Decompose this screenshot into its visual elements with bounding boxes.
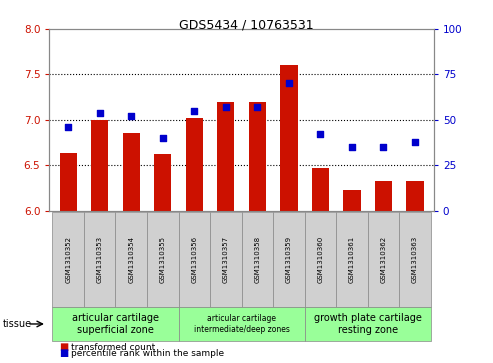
Bar <box>280 65 297 211</box>
Bar <box>217 102 235 211</box>
Text: GSM1310354: GSM1310354 <box>128 236 134 283</box>
Text: GSM1310352: GSM1310352 <box>65 236 71 283</box>
Point <box>96 110 104 115</box>
Text: GSM1310353: GSM1310353 <box>97 236 103 283</box>
Text: GDS5434 / 10763531: GDS5434 / 10763531 <box>179 19 314 32</box>
Bar <box>186 118 203 211</box>
Text: GSM1310358: GSM1310358 <box>254 236 260 283</box>
Text: growth plate cartilage
resting zone: growth plate cartilage resting zone <box>314 313 422 335</box>
Bar <box>406 182 423 211</box>
Bar <box>154 154 172 211</box>
Point <box>64 124 72 130</box>
Bar <box>248 102 266 211</box>
Text: GSM1310362: GSM1310362 <box>381 236 387 283</box>
Bar <box>343 189 360 211</box>
Point <box>222 104 230 110</box>
Point <box>317 131 324 137</box>
Text: ■: ■ <box>59 342 69 352</box>
Point <box>380 144 387 150</box>
Point <box>411 139 419 144</box>
Bar <box>123 133 140 211</box>
Point <box>348 144 356 150</box>
Point <box>253 104 261 110</box>
Text: tissue: tissue <box>2 319 32 329</box>
Text: GSM1310355: GSM1310355 <box>160 236 166 283</box>
Bar <box>60 153 77 211</box>
Text: GSM1310356: GSM1310356 <box>191 236 197 283</box>
Text: GSM1310357: GSM1310357 <box>223 236 229 283</box>
Text: ■: ■ <box>59 348 69 358</box>
Bar <box>375 180 392 211</box>
Text: GSM1310360: GSM1310360 <box>317 236 323 283</box>
Point <box>127 113 135 119</box>
Text: articular cartilage
superficial zone: articular cartilage superficial zone <box>72 313 159 335</box>
Text: GSM1310359: GSM1310359 <box>286 236 292 283</box>
Text: GSM1310363: GSM1310363 <box>412 236 418 283</box>
Bar <box>312 168 329 211</box>
Text: percentile rank within the sample: percentile rank within the sample <box>71 349 225 358</box>
Text: GSM1310361: GSM1310361 <box>349 236 355 283</box>
Text: articular cartilage
intermediate/deep zones: articular cartilage intermediate/deep zo… <box>194 314 289 334</box>
Text: transformed count: transformed count <box>71 343 156 352</box>
Bar <box>91 120 108 211</box>
Point <box>159 135 167 141</box>
Point <box>190 108 198 114</box>
Point <box>285 81 293 86</box>
